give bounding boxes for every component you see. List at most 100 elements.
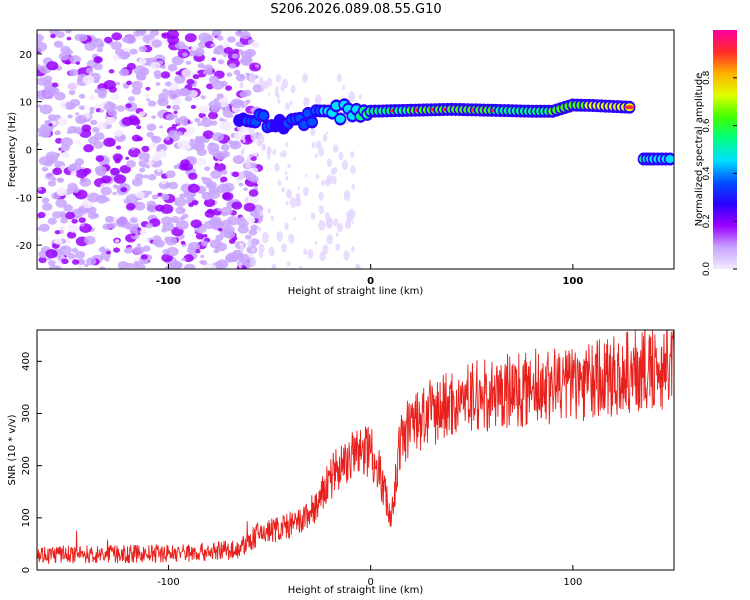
noise-blob <box>172 104 180 111</box>
noise-blob <box>237 255 245 261</box>
noise-blob <box>200 240 209 247</box>
noise-blob <box>351 183 356 190</box>
noise-blob <box>57 177 65 183</box>
noise-blob <box>165 170 176 179</box>
noise-blob <box>136 243 142 247</box>
noise-blob <box>184 33 197 43</box>
noise-blob <box>261 143 266 152</box>
x-tick-label: -100 <box>157 577 180 588</box>
noise-blob <box>285 200 289 206</box>
noise-blob <box>247 156 250 160</box>
noise-blob <box>54 130 61 136</box>
noise-blob <box>351 220 354 225</box>
noise-blob <box>160 193 170 201</box>
noise-blob <box>140 75 146 81</box>
noise-blob <box>220 176 228 183</box>
colorbar-tick-label: 0.6 <box>702 118 712 133</box>
noise-blob <box>330 167 336 176</box>
noise-blob <box>68 89 76 95</box>
noise-blob <box>179 216 186 221</box>
noise-blob <box>281 243 287 253</box>
noise-blob <box>65 30 72 34</box>
noise-blob <box>190 219 202 229</box>
noise-blob <box>151 194 159 200</box>
noise-blob <box>180 240 186 245</box>
noise-blob <box>167 63 178 72</box>
noise-blob <box>67 125 78 134</box>
noise-blob <box>216 93 224 99</box>
noise-blob <box>97 87 108 96</box>
noise-blob <box>44 172 55 180</box>
noise-blob <box>71 247 79 253</box>
noise-blob <box>45 248 58 259</box>
noise-blob <box>227 36 236 43</box>
noise-blob <box>279 152 283 158</box>
noise-blob <box>315 173 320 180</box>
noise-blob <box>135 191 145 199</box>
noise-blob <box>103 36 113 44</box>
noise-blob <box>66 105 72 110</box>
noise-blob <box>110 41 123 50</box>
noise-blob <box>259 76 264 84</box>
noise-blob <box>60 217 68 224</box>
noise-blob <box>197 135 207 143</box>
noise-blob <box>38 129 47 136</box>
noise-blob <box>254 64 259 68</box>
noise-blob <box>187 183 200 193</box>
noise-blob <box>173 110 178 114</box>
noise-blob <box>348 91 356 103</box>
noise-blob <box>194 117 201 123</box>
noise-blob <box>179 193 186 199</box>
noise-blob <box>54 230 61 235</box>
noise-blob <box>254 183 259 187</box>
noise-blob <box>324 211 330 220</box>
noise-blob <box>146 98 151 102</box>
noise-blob <box>275 74 282 83</box>
noise-blob <box>87 192 100 203</box>
noise-blob <box>244 171 253 178</box>
ridge-core <box>258 111 268 120</box>
noise-blob <box>171 123 177 129</box>
noise-blob <box>143 174 149 179</box>
noise-blob <box>266 146 272 155</box>
noise-blob <box>222 193 231 200</box>
noise-blob <box>60 119 66 124</box>
noise-blob <box>171 55 184 66</box>
noise-blob <box>197 62 205 69</box>
noise-blob <box>220 143 230 151</box>
noise-blob <box>47 114 56 121</box>
noise-blob <box>200 95 206 100</box>
figure-title: S206.2026.089.08.55.G10 <box>270 2 442 17</box>
noise-blob <box>168 181 179 190</box>
noise-blob <box>50 33 56 39</box>
noise-blob <box>41 166 49 172</box>
noise-blob <box>37 211 46 219</box>
y-tick-label: -10 <box>16 193 32 204</box>
noise-blob <box>146 204 158 213</box>
noise-blob <box>345 219 352 230</box>
noise-blob <box>173 164 180 170</box>
noise-blob <box>151 154 161 162</box>
noise-blob <box>162 88 168 93</box>
noise-blob <box>188 172 198 180</box>
noise-blob <box>138 111 146 117</box>
colorbar-tick-label: 0.2 <box>702 214 712 228</box>
noise-blob <box>66 231 77 239</box>
noise-blob <box>37 142 40 146</box>
noise-blob <box>190 104 197 110</box>
noise-blob <box>104 102 117 112</box>
noise-blob <box>155 82 161 86</box>
noise-blob <box>214 162 219 166</box>
noise-blob <box>358 94 362 100</box>
noise-blob <box>174 75 186 84</box>
noise-blob <box>124 247 133 254</box>
noise-blob <box>55 31 65 39</box>
noise-blob <box>115 217 129 228</box>
noise-blob <box>47 217 57 225</box>
noise-blob <box>198 41 208 49</box>
noise-blob <box>246 216 256 224</box>
noise-blob <box>192 74 200 80</box>
noise-blob <box>164 236 172 242</box>
noise-blob <box>126 160 137 168</box>
noise-blob <box>351 246 355 252</box>
